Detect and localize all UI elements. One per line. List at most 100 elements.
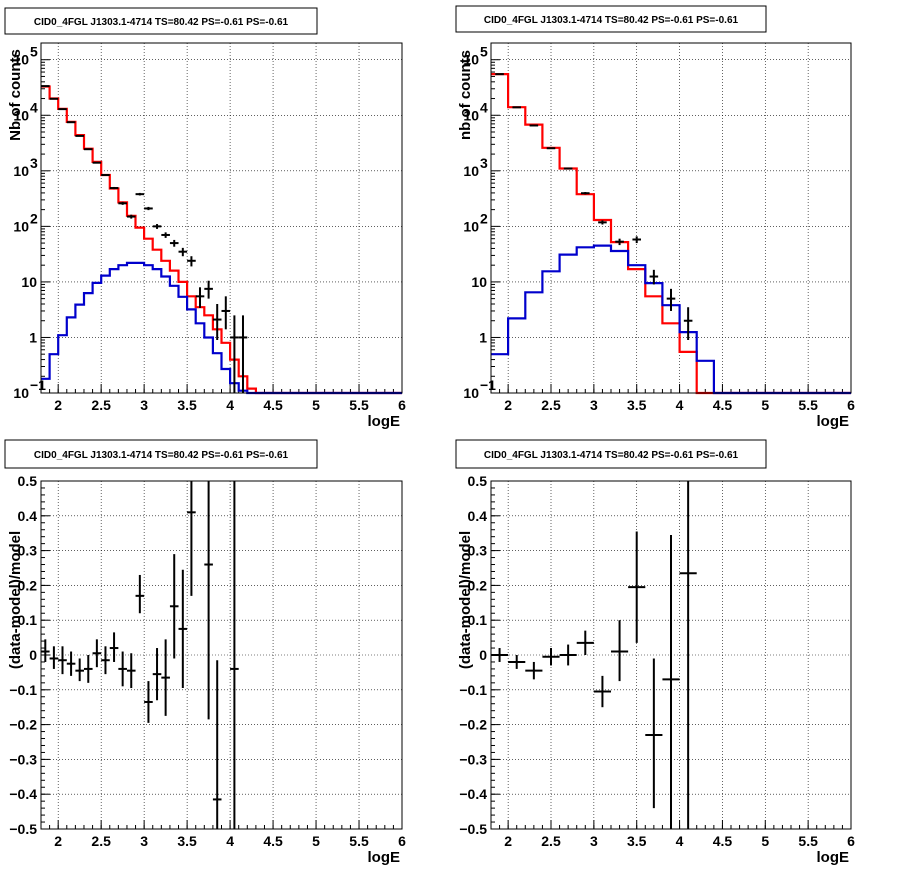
x-tick-label: 5 [312, 397, 320, 413]
y-axis-title: Nb of counts [7, 49, 24, 141]
x-tick-label: 2 [54, 397, 62, 413]
x-tick-label: 4.5 [263, 833, 283, 849]
y-tick-label: −0.2 [9, 717, 37, 733]
y-tick-exponent: 4 [30, 99, 38, 115]
x-axis-title: logE [817, 849, 850, 866]
x-tick-label: 3 [590, 833, 598, 849]
y-tick-label: 10 [471, 274, 487, 290]
source-model-histogram [41, 261, 402, 395]
x-tick-label: 3 [590, 397, 598, 413]
x-tick-label: 2 [504, 397, 512, 413]
x-tick-label: 2.5 [91, 833, 111, 849]
title-box [4, 439, 318, 469]
y-tick-label: 10 [463, 52, 479, 68]
x-tick-label: 6 [847, 397, 855, 413]
y-tick-label: 10 [463, 107, 479, 123]
x-tick-label: 5.5 [798, 397, 818, 413]
x-tick-label: 3.5 [627, 397, 647, 413]
x-tick-label: 4 [226, 397, 234, 413]
x-axis-title: logE [368, 413, 401, 430]
spectrum-plot-right: CID0_4FGL J1303.1-4714 TS=80.42 PS=-0.61… [455, 5, 855, 430]
y-tick-label: 0 [29, 647, 37, 663]
y-axis-title: (data-model)/model [457, 531, 474, 669]
x-tick-label: 6 [847, 833, 855, 849]
x-tick-label: 4.5 [713, 397, 733, 413]
x-tick-label: 5 [312, 833, 320, 849]
x-tick-label: 5.5 [798, 833, 818, 849]
y-tick-label: −0.3 [9, 751, 37, 767]
y-tick-label: −0.5 [9, 821, 37, 837]
y-tick-label: 10 [463, 163, 479, 179]
x-tick-label: 2.5 [541, 833, 561, 849]
plot-title: CID0_4FGL J1303.1-4714 TS=80.42 PS=-0.61… [484, 450, 739, 461]
y-tick-label: 0.1 [468, 612, 488, 628]
y-tick-exponent: 5 [30, 44, 38, 60]
plot-title: CID0_4FGL J1303.1-4714 TS=80.42 PS=-0.61… [484, 15, 739, 26]
y-tick-label: 0.2 [468, 577, 488, 593]
plot-frame [40, 480, 403, 830]
x-tick-label: 6 [398, 833, 406, 849]
source-model-histogram [491, 244, 851, 395]
y-tick-exponent: 5 [480, 44, 488, 60]
y-tick-label: −0.1 [459, 682, 487, 698]
y-tick-exponent: −1 [30, 377, 46, 393]
title-box [455, 5, 767, 33]
x-tick-label: 2 [54, 833, 62, 849]
y-tick-label: 0.3 [468, 543, 488, 559]
x-tick-label: 5.5 [349, 397, 369, 413]
y-tick-label: 10 [463, 385, 479, 401]
x-tick-label: 3.5 [627, 833, 647, 849]
x-tick-label: 3 [140, 833, 148, 849]
y-tick-label: 0.1 [18, 612, 38, 628]
y-axis-title: (data-model)/model [7, 531, 24, 669]
x-tick-label: 4 [676, 397, 684, 413]
spectrum-plot-left: CID0_4FGL J1303.1-4714 TS=80.42 PS=-0.61… [4, 7, 406, 430]
y-tick-label: 1 [479, 329, 487, 345]
plot-title: CID0_4FGL J1303.1-4714 TS=80.42 PS=-0.61… [34, 17, 289, 28]
y-tick-label: 0.4 [468, 508, 488, 524]
y-tick-label: −0.5 [459, 821, 487, 837]
y-tick-label: 0.4 [18, 508, 38, 524]
x-tick-label: 3 [140, 397, 148, 413]
y-tick-label: 10 [13, 52, 29, 68]
x-tick-label: 3.5 [177, 397, 197, 413]
title-box [455, 439, 767, 469]
y-tick-exponent: 3 [30, 155, 38, 171]
y-tick-label: 10 [13, 385, 29, 401]
x-tick-label: 6 [398, 397, 406, 413]
y-tick-label: 10 [13, 163, 29, 179]
x-tick-label: 4 [676, 833, 684, 849]
x-tick-label: 5 [761, 397, 769, 413]
y-tick-label: 0.2 [18, 577, 38, 593]
x-tick-label: 2 [504, 833, 512, 849]
y-tick-label: 10 [21, 274, 37, 290]
y-tick-label: −0.3 [459, 751, 487, 767]
y-tick-label: 0.5 [18, 473, 38, 489]
x-tick-label: 3.5 [177, 833, 197, 849]
x-tick-label: 2.5 [541, 397, 561, 413]
y-tick-exponent: −1 [480, 377, 496, 393]
y-tick-exponent: 2 [30, 210, 38, 226]
y-tick-exponent: 3 [480, 155, 488, 171]
x-tick-label: 4.5 [263, 397, 283, 413]
y-tick-label: 10 [463, 218, 479, 234]
y-tick-label: 1 [29, 329, 37, 345]
plot-frame [40, 42, 403, 394]
residual-plot-right: CID0_4FGL J1303.1-4714 TS=80.42 PS=-0.61… [455, 439, 855, 866]
y-tick-label: 0 [479, 647, 487, 663]
residual-plot-left: CID0_4FGL J1303.1-4714 TS=80.42 PS=-0.61… [4, 439, 406, 866]
y-tick-label: −0.4 [459, 786, 487, 802]
y-tick-label: 0.3 [18, 543, 38, 559]
x-tick-label: 5.5 [349, 833, 369, 849]
y-tick-label: −0.2 [459, 717, 487, 733]
model-total-histogram [41, 85, 402, 395]
y-tick-label: 10 [13, 107, 29, 123]
x-tick-label: 2.5 [91, 397, 111, 413]
plot-frame [490, 42, 852, 394]
plot-frame [490, 480, 852, 830]
model-total-histogram [491, 73, 851, 395]
y-tick-label: −0.1 [9, 682, 37, 698]
x-tick-label: 4.5 [713, 833, 733, 849]
y-axis-title: nb of counts [457, 50, 474, 140]
